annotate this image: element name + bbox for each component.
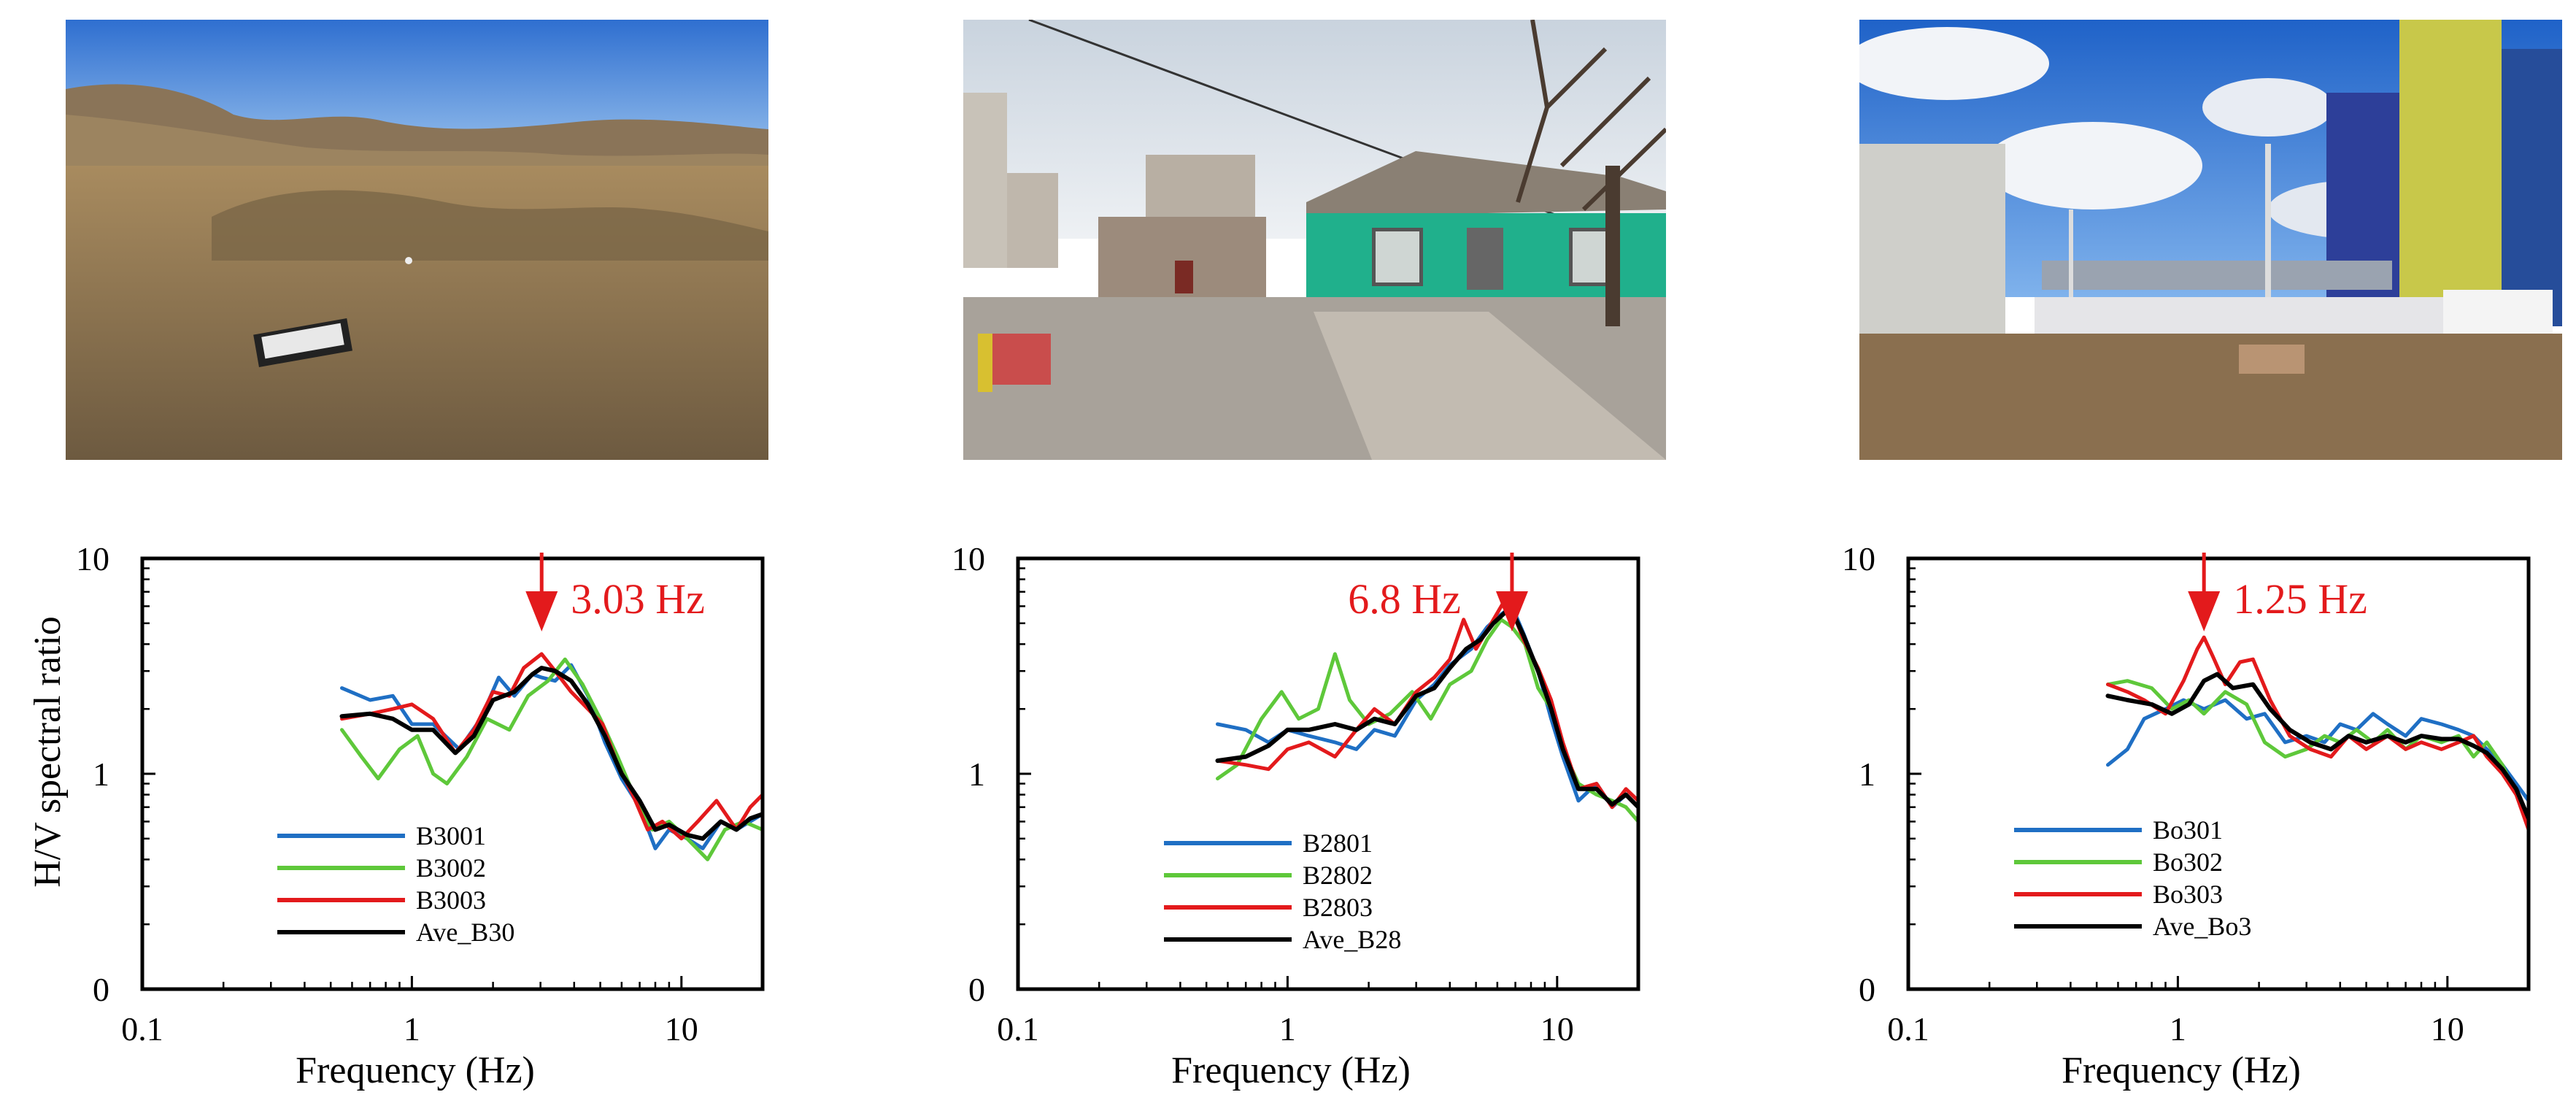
legend: Bo301 Bo302 Bo303 Ave_Bo3 xyxy=(2014,815,2251,941)
y-axis-ticks xyxy=(1018,557,1031,991)
y-tick-label: 0 xyxy=(93,971,109,1008)
legend-label-Ave_B30: Ave_B30 xyxy=(416,918,514,947)
y-axis-ticks xyxy=(1908,557,1921,991)
x-axis-ticks xyxy=(141,976,764,989)
legend-label-B3001: B3001 xyxy=(416,821,486,850)
y-tick-label: 10 xyxy=(76,540,109,577)
legend-label-B2801: B2801 xyxy=(1303,829,1373,858)
y-axis-title: H/V spectral ratio xyxy=(27,616,69,888)
x-tick-label: 10 xyxy=(665,1010,698,1048)
x-tick-label: 1 xyxy=(1279,1010,1296,1048)
series-line-B2801 xyxy=(1216,604,1638,810)
peak-arrow-head xyxy=(525,591,558,631)
peak-marker: 1.25 Hz xyxy=(2188,553,2367,631)
y-tick-label: 0 xyxy=(968,971,985,1008)
site-photo-green-building xyxy=(963,20,1666,460)
series-group xyxy=(1215,601,1638,823)
series-line-B3002 xyxy=(340,657,763,861)
series-group xyxy=(339,652,763,861)
x-tick-label: 1 xyxy=(404,1010,420,1048)
y-tick-label: 10 xyxy=(952,540,985,577)
x-tick-label: 0.1 xyxy=(121,1010,163,1048)
series-line-Ave_B30 xyxy=(339,666,763,841)
legend-label-Bo301: Bo301 xyxy=(2153,815,2223,845)
city-parking-image xyxy=(1859,20,2562,460)
x-tick-label: 1 xyxy=(2170,1010,2186,1048)
legend-label-Ave_Bo3: Ave_Bo3 xyxy=(2153,912,2251,941)
x-tick-label: 0.1 xyxy=(997,1010,1039,1048)
series-group xyxy=(2105,635,2529,832)
y-axis-ticks xyxy=(142,557,155,991)
peak-arrow-head xyxy=(2188,591,2221,631)
x-axis-title: Frequency (Hz) xyxy=(2062,1050,2301,1091)
peak-label: 3.03 Hz xyxy=(571,575,705,623)
site-photo-rural-steppe xyxy=(66,20,768,460)
plot-frame xyxy=(1016,556,1640,991)
hv-chart-2: 0.1 1 10 10 1 0 Frequency (Hz) B2801 B2802 B2803 A… xyxy=(876,540,1751,1103)
y-tick-label: 0 xyxy=(1859,971,1875,1008)
steppe-landscape-image xyxy=(66,20,768,460)
x-axis-ticks xyxy=(1907,976,2530,989)
hv-chart-1: 0.1 1 10 10 1 0 Frequency (Hz) H/V spectral rat… xyxy=(0,540,876,1103)
site-photo-city-parking xyxy=(1859,20,2562,460)
x-axis-ticks xyxy=(1017,976,1640,989)
peak-label: 6.8 Hz xyxy=(1348,575,1461,623)
legend-label-Bo303: Bo303 xyxy=(2153,880,2223,909)
y-tick-label: 10 xyxy=(1842,540,1875,577)
courtyard-building-image xyxy=(963,20,1666,460)
x-tick-label: 0.1 xyxy=(1887,1010,1929,1048)
hv-chart-3: 0.1 1 10 10 1 0 Frequency (Hz) Bo301 Bo302 Bo303 A… xyxy=(1766,540,2576,1103)
legend-label-B3003: B3003 xyxy=(416,885,486,915)
peak-marker: 6.8 Hz xyxy=(1348,553,1528,631)
legend-label-Bo302: Bo302 xyxy=(2153,848,2223,877)
series-line-B3003 xyxy=(340,652,763,841)
peak-arrow-head xyxy=(1495,591,1528,631)
legend-label-B3002: B3002 xyxy=(416,853,486,883)
y-tick-label: 1 xyxy=(968,756,985,793)
x-tick-label: 10 xyxy=(1540,1010,1574,1048)
y-tick-label: 1 xyxy=(1859,756,1875,793)
plot-frame xyxy=(1906,556,2531,991)
legend-label-B2802: B2802 xyxy=(1303,861,1373,890)
legend-label-Ave_B28: Ave_B28 xyxy=(1303,925,1401,954)
y-tick-label: 1 xyxy=(93,756,109,793)
legend-label-B2803: B2803 xyxy=(1303,893,1373,922)
plot-frame xyxy=(140,556,765,991)
x-tick-label: 10 xyxy=(2431,1010,2464,1048)
peak-marker: 3.03 Hz xyxy=(525,553,705,631)
x-axis-title: Frequency (Hz) xyxy=(296,1050,535,1091)
series-line-Ave_B28 xyxy=(1215,609,1638,810)
series-line-Bo303 xyxy=(2106,635,2529,832)
series-line-Ave_Bo3 xyxy=(2105,672,2529,821)
x-axis-title: Frequency (Hz) xyxy=(1171,1050,1411,1091)
peak-label: 1.25 Hz xyxy=(2233,575,2367,623)
legend: B2801 B2802 B2803 Ave_B28 xyxy=(1164,829,1401,954)
